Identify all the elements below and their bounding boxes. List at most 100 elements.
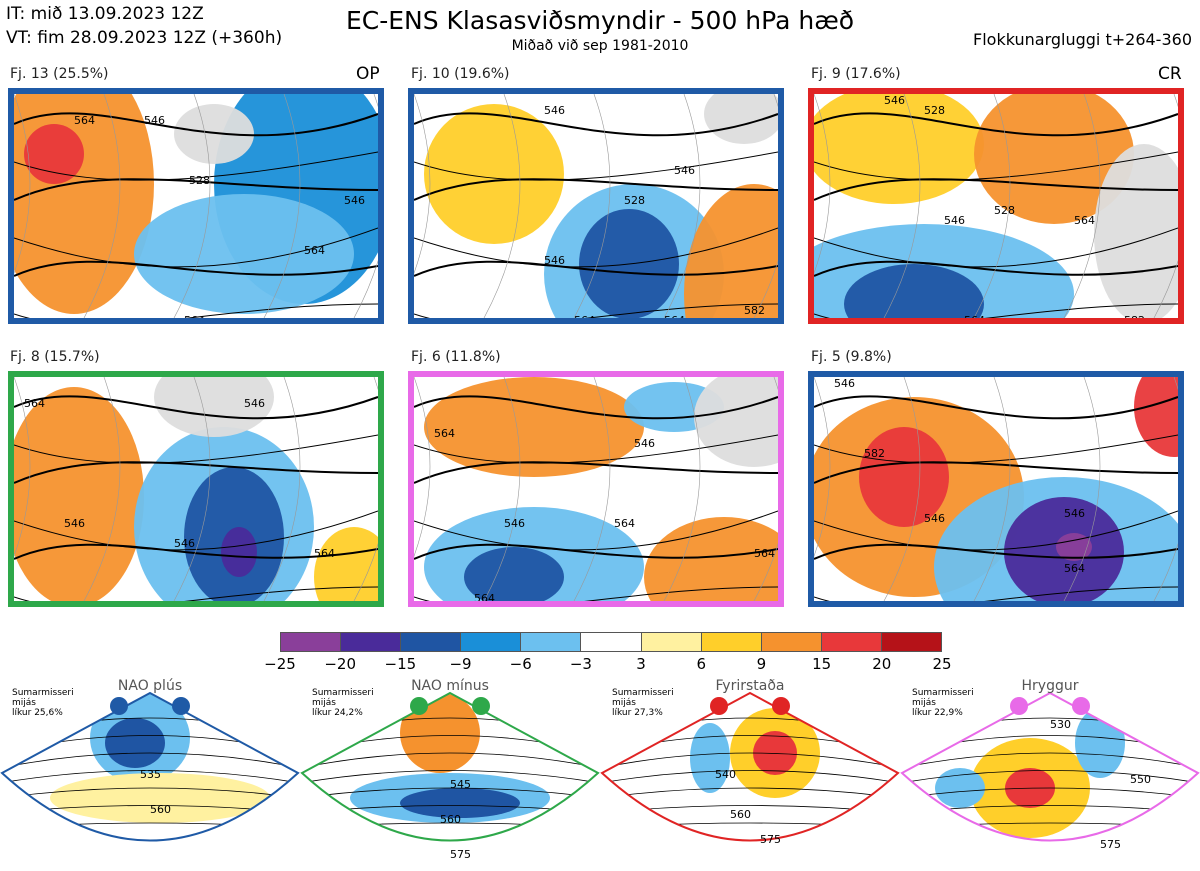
contour-label: 546 — [674, 164, 695, 177]
contour-label: 546 — [144, 114, 165, 127]
colorbar-tick-label: −3 — [569, 655, 592, 673]
anomaly-map-6: 564546546564564564582 — [414, 377, 778, 601]
page-title: EC-ENS Klasasviðsmyndir - 500 hPa hæð — [345, 6, 855, 35]
contour-label: 564 — [964, 314, 985, 318]
regime-title: NAO mínus — [411, 678, 489, 694]
panel-1-tag: OP — [356, 64, 380, 84]
contour-label: 540 — [715, 768, 736, 781]
contour-label: 582 — [1124, 314, 1145, 318]
contour-label: 546 — [344, 194, 365, 207]
anomaly-map-13: 564546528546564564582 — [14, 94, 378, 318]
regime-marker-dot — [710, 697, 728, 715]
contour-label: 575 — [1100, 838, 1121, 851]
contour-label: 564 — [664, 314, 685, 318]
contour-label: 564 — [434, 427, 455, 440]
contour-label: 546 — [884, 94, 905, 107]
regime-ridge: 530 550 575 Hryggur Sumarmisseri mijás líkur… — [900, 678, 1200, 871]
colorbar-swatch — [761, 633, 822, 651]
colorbar-swatch — [821, 633, 882, 651]
colorbar-swatch — [701, 633, 762, 651]
regime-nao-plus: 535 560 NAO plús Sumarmisseri mijás líkur 2… — [0, 678, 300, 871]
colorbar-swatch — [401, 633, 462, 651]
panel-4-label: Fj. 8 (15.7%) — [10, 349, 100, 365]
anomaly-map-5: 546 582 546 546 564 — [814, 377, 1178, 601]
colorbar-swatch — [281, 633, 342, 651]
contour-label: 546 — [504, 517, 525, 530]
regime-title: NAO plús — [117, 678, 183, 694]
anomaly-map-8: 564546546546564564582 — [14, 377, 378, 601]
contour-label: 560 — [150, 803, 171, 816]
contour-label: 575 — [760, 833, 781, 846]
colorbar-tick-label: −6 — [509, 655, 532, 673]
regime-marker-dot — [472, 697, 490, 715]
regime-map-blocking: 540 560 575 — [600, 691, 900, 846]
panel-1-label: Fj. 13 (25.5%) — [10, 66, 109, 82]
anomaly-map-9: 546528546528564564582582 — [814, 94, 1178, 318]
contour-label: 546 — [634, 437, 655, 450]
contour-label: 546 — [544, 254, 565, 267]
regime-marker-dot — [1010, 697, 1028, 715]
colorbar-tick-label: −20 — [324, 655, 356, 673]
contour-label: 546 — [834, 377, 855, 390]
cluster-map-9: 546528546528564564582582 — [808, 88, 1184, 324]
panel-6-label: Fj. 5 (9.8%) — [811, 349, 892, 365]
contour-label: 564 — [74, 114, 95, 127]
contour-label: 550 — [1130, 773, 1151, 786]
regime-marker-dot — [110, 697, 128, 715]
contour-label: 564 — [614, 517, 635, 530]
anomaly-map-10: 546 528 546 546 564 564 582 — [414, 94, 778, 318]
contour-label: 546 — [174, 537, 195, 550]
regime-marker-dot — [772, 697, 790, 715]
colorbar-tick-label: −9 — [449, 655, 472, 673]
regime-note: Sumarmisseri mijás líkur 25,6% — [12, 688, 74, 718]
regime-note: Sumarmisseri mijás líkur 22,9% — [912, 688, 974, 718]
contour-label: 546 — [944, 214, 965, 227]
contour-label: 546 — [64, 517, 85, 530]
colorbar-swatch — [881, 633, 942, 651]
cluster-map-5: 546 582 546 546 564 — [808, 371, 1184, 607]
colorbar-tick-label: 25 — [932, 655, 952, 673]
cluster-map-10: 546 528 546 546 564 564 582 — [408, 88, 784, 324]
panel-3-tag: CR — [1158, 64, 1182, 84]
colorbar-swatch — [581, 633, 642, 651]
contour-label: 582 — [744, 304, 765, 317]
regime-marker-dot — [410, 697, 428, 715]
contour-label: 564 — [1074, 214, 1095, 227]
contour-label: 564 — [304, 244, 325, 257]
regime-map-nao-minus: 545 560 575 — [300, 691, 600, 861]
contour-label: 528 — [189, 174, 210, 187]
contour-label: 528 — [924, 104, 945, 117]
contour-label: 564 — [1064, 562, 1085, 575]
cluster-map-8: 564546546546564564582 — [8, 371, 384, 607]
colorbar-tick-label: 6 — [696, 655, 707, 673]
contour-label: 530 — [1050, 718, 1071, 731]
regime-marker-dot — [1072, 697, 1090, 715]
contour-label: 528 — [994, 204, 1015, 217]
colorbar-tick-label: −15 — [384, 655, 417, 673]
regime-nao-minus: 545 560 575 NAO mínus Sumarmisseri mijás lík… — [300, 678, 600, 871]
contour-label: 564 — [184, 314, 205, 318]
regime-note: Sumarmisseri mijás líkur 24,2% — [312, 688, 374, 718]
panel-5-label: Fj. 6 (11.8%) — [411, 349, 501, 365]
contour-label: 560 — [730, 808, 751, 821]
page-subtitle: Miðað við sep 1981-2010 — [511, 38, 689, 54]
regime-title: Fyrirstaða — [715, 678, 785, 694]
classification-window: Flokkunargluggi t+264-360 — [973, 30, 1192, 49]
contour-label: 564 — [474, 592, 495, 601]
regime-map-ridge: 530 550 575 — [900, 691, 1200, 851]
contour-label: 545 — [450, 778, 471, 791]
contour-label: 564 — [24, 397, 45, 410]
anomaly-colorbar — [280, 632, 942, 652]
cluster-map-13: 564546528546564564582 — [8, 88, 384, 324]
colorbar-swatch — [461, 633, 522, 651]
regime-note: Sumarmisseri mijás líkur 27,3% — [612, 688, 674, 718]
contour-label: 546 — [544, 104, 565, 117]
contour-label: 575 — [450, 848, 471, 861]
cluster-map-6: 564546546564564564582 — [408, 371, 784, 607]
contour-label: 546 — [924, 512, 945, 525]
colorbar-swatch — [341, 633, 402, 651]
valid-time: VT: fim 28.09.2023 12Z (+360h) — [6, 28, 283, 48]
colorbar-tick-label: 9 — [756, 655, 767, 673]
contour-label: 546 — [1064, 507, 1085, 520]
contour-label: 582 — [864, 447, 885, 460]
